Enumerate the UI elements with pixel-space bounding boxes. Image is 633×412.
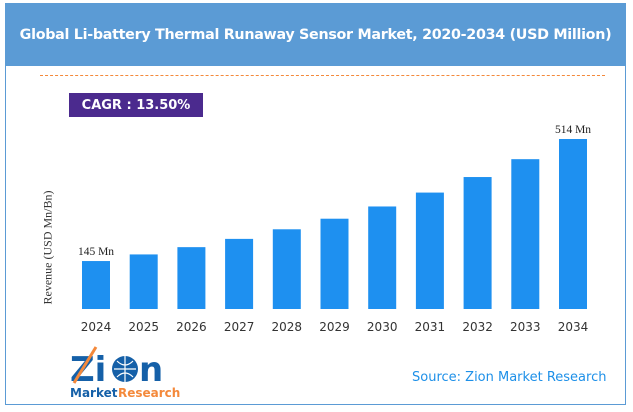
svg-text:Market: Market [70,386,118,400]
x-tick-label: 2033 [510,320,541,334]
x-tick-label: 2029 [319,320,350,334]
x-tick-label: 2025 [128,320,159,334]
x-tick-label: 2030 [367,320,398,334]
divider-dashed [40,75,605,76]
bar-2032 [463,177,492,309]
bar-2028 [272,229,301,309]
zion-logo: Zi n Market Research [70,346,180,400]
bar-2025 [129,254,158,309]
x-tick-label: 2034 [558,320,589,334]
bar-2034 [559,139,587,309]
bar-2030 [368,206,397,309]
bar-2031 [415,192,444,309]
x-tick-label: 2032 [462,320,493,334]
x-tick-label: 2024 [81,320,112,334]
x-tick-label: 2028 [272,320,303,334]
cagr-badge: CAGR : 13.50% [69,93,203,117]
svg-text:Research: Research [118,386,180,400]
x-tick-label: 2031 [415,320,446,334]
x-tick-label: 2027 [224,320,255,334]
svg-text:Zi: Zi [70,350,106,390]
data-label: 145 Mn [78,246,114,258]
bar-2027 [225,238,254,309]
chart-title: Global Li-battery Thermal Runaway Sensor… [5,3,626,66]
svg-text:n: n [139,350,163,390]
bar-2026 [177,247,206,309]
x-tick-label: 2026 [176,320,207,334]
bar-2024 [82,261,110,309]
bar-2033 [511,159,540,309]
source-text: Source: Zion Market Research [412,370,607,385]
bar-2029 [320,218,349,309]
data-label: 514 Mn [555,124,591,136]
